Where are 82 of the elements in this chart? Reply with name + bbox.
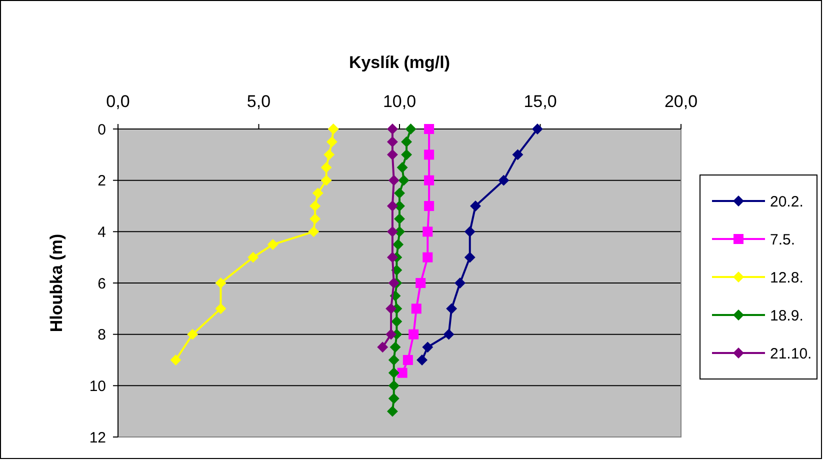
point [388,354,400,366]
y-tick-label: 8 [98,326,106,344]
point [267,239,278,250]
x-axis-title: Kyslík (mg/l) [348,53,450,72]
point [248,252,259,263]
x-tick-label: 20,0 [664,92,698,111]
point [424,124,434,134]
point [326,136,338,148]
point [411,304,422,314]
point [512,149,524,160]
point [470,200,481,212]
point [464,252,476,263]
point [394,188,405,199]
y-tick-label: 10 [89,378,106,395]
point [386,124,398,134]
point [310,200,321,212]
point [388,393,400,404]
point [443,328,454,340]
point [386,136,398,148]
legend-label: 12.8. [770,269,804,286]
point [170,354,182,366]
point [388,278,400,288]
point [405,124,416,134]
point [386,303,397,314]
point [386,226,398,238]
y-tick-label: 12 [89,429,106,446]
point [386,252,398,263]
point [377,342,388,353]
point [328,124,339,134]
point [388,367,400,378]
point [416,354,428,366]
point [320,162,332,173]
x-tick-label: 5,0 [246,92,271,111]
point [386,406,398,417]
point [396,162,408,173]
point [424,175,434,186]
point [215,303,226,314]
x-tick-label: 15,0 [524,92,557,111]
y-tick-label: 6 [98,275,106,292]
point [402,355,413,365]
point [391,316,402,327]
legend-label: 7.5. [770,231,796,248]
point [312,188,324,199]
point [386,328,397,340]
point [394,213,405,224]
y-tick-label: 4 [98,224,106,241]
point [424,201,434,211]
point [498,174,510,186]
point [388,380,400,392]
legend-label: 20.2. [770,193,804,210]
point [422,252,433,262]
point [401,149,412,160]
point [310,213,321,224]
point [215,278,226,288]
point [401,136,412,148]
point [397,368,408,378]
point [408,329,419,340]
point [398,174,410,186]
point [454,278,466,288]
legend-label: 21.10. [770,345,812,362]
point [308,226,320,238]
point [386,149,398,160]
x-tick-label: 0,0 [106,92,130,111]
point [446,303,458,314]
point [422,342,434,353]
point [532,124,543,134]
y-tick-label: 2 [98,172,106,190]
point [424,150,434,160]
point [386,200,398,212]
point [464,226,476,238]
point [187,328,198,340]
point [390,342,401,353]
point [324,149,335,160]
y-axis-title: Hloubka (m) [47,234,66,332]
point [388,174,400,186]
legend-label: 18.9. [770,307,804,324]
point [320,174,332,186]
x-tick-label: 10,0 [382,92,416,111]
point [416,278,426,288]
y-tick-label: 0 [98,121,106,138]
point [392,239,404,250]
point [422,226,433,237]
